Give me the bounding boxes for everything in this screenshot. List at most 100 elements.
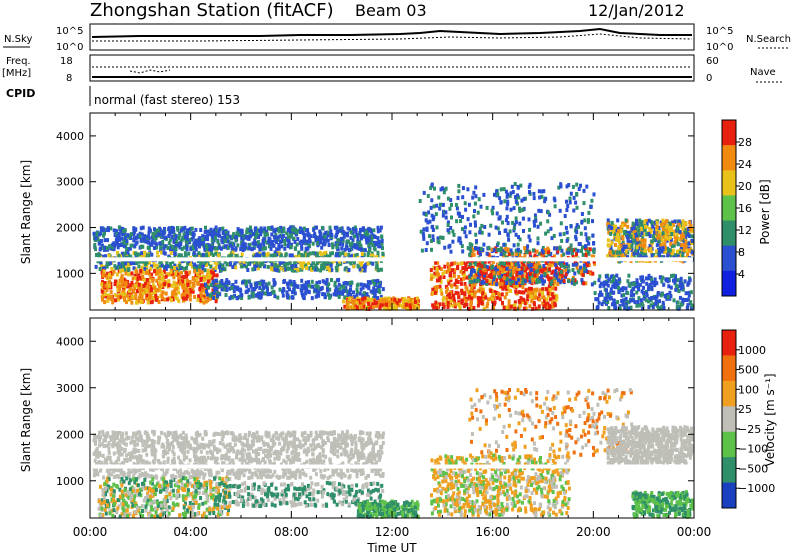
power-cell bbox=[304, 280, 308, 285]
power-cell bbox=[519, 296, 523, 301]
power-cell bbox=[105, 246, 109, 251]
power-cell bbox=[180, 281, 184, 286]
power-cell bbox=[272, 282, 276, 287]
power-cell bbox=[528, 279, 532, 284]
power-cell bbox=[252, 245, 256, 250]
power-cell bbox=[205, 275, 209, 280]
power-cell bbox=[459, 277, 463, 282]
power-cell bbox=[380, 297, 383, 302]
power-cell bbox=[209, 227, 213, 232]
power-cell bbox=[156, 233, 160, 238]
power-cell bbox=[160, 250, 163, 255]
power-cell bbox=[162, 246, 166, 251]
power-cell bbox=[188, 237, 192, 242]
power-cell bbox=[506, 276, 510, 281]
power-cell bbox=[482, 270, 486, 275]
power-cell bbox=[571, 268, 575, 272]
power-cell bbox=[620, 293, 624, 298]
power-cell bbox=[164, 235, 167, 240]
power-cell bbox=[660, 222, 663, 227]
power-cell bbox=[220, 238, 224, 243]
power-cell bbox=[213, 246, 217, 251]
power-cell bbox=[301, 231, 305, 236]
power-cell bbox=[558, 267, 562, 272]
power-cell bbox=[565, 270, 569, 275]
power-cell bbox=[679, 286, 683, 291]
power-cell bbox=[524, 288, 528, 293]
power-cell bbox=[127, 253, 131, 258]
power-cell bbox=[657, 241, 660, 246]
power-cell bbox=[132, 232, 136, 237]
power-cell bbox=[459, 281, 463, 286]
power-cell bbox=[150, 264, 154, 269]
power-cell bbox=[549, 297, 552, 302]
power-cell bbox=[665, 233, 669, 238]
power-cell bbox=[280, 229, 284, 234]
power-cell bbox=[199, 261, 203, 266]
power-cell bbox=[146, 300, 150, 305]
power-cell bbox=[535, 274, 539, 279]
power-cell bbox=[637, 233, 641, 237]
power-cell bbox=[550, 236, 554, 241]
power-cell bbox=[518, 237, 522, 242]
power-cell bbox=[447, 292, 451, 297]
power-cell bbox=[220, 280, 224, 285]
power-cell bbox=[672, 243, 676, 248]
power-cell bbox=[661, 300, 665, 305]
power-cell bbox=[545, 287, 548, 292]
power-cell bbox=[621, 247, 625, 252]
power-cell bbox=[256, 281, 260, 286]
power-cell bbox=[508, 229, 512, 234]
power-cell bbox=[583, 266, 587, 271]
power-cell bbox=[516, 242, 520, 247]
power-cell bbox=[210, 251, 214, 256]
power-cell bbox=[278, 234, 282, 239]
power-cell bbox=[584, 281, 588, 286]
power-cell bbox=[644, 252, 648, 257]
power-cell bbox=[384, 306, 388, 311]
power-cell bbox=[679, 276, 683, 281]
power-cell bbox=[164, 244, 168, 249]
power-cell bbox=[100, 282, 104, 287]
power-cell bbox=[610, 248, 614, 253]
power-cell bbox=[205, 244, 208, 249]
power-cell bbox=[557, 185, 561, 190]
power-cell bbox=[558, 275, 562, 280]
power-cell bbox=[326, 292, 330, 297]
power-cell bbox=[211, 279, 215, 284]
power-cell bbox=[626, 250, 630, 255]
power-cell bbox=[638, 282, 642, 287]
power-cell bbox=[172, 230, 176, 234]
power-cell bbox=[175, 239, 179, 244]
power-cell bbox=[193, 269, 197, 274]
power-cell bbox=[573, 278, 577, 283]
power-cell bbox=[517, 290, 521, 295]
power-cell bbox=[190, 237, 194, 242]
power-cell bbox=[648, 243, 652, 248]
power-cell bbox=[293, 283, 297, 288]
power-cell bbox=[458, 306, 462, 310]
power-cell bbox=[449, 301, 452, 306]
power-cell bbox=[273, 262, 277, 267]
power-cell bbox=[582, 270, 586, 275]
power-cell bbox=[624, 300, 628, 304]
nsearch-trace bbox=[92, 33, 693, 42]
power-cell bbox=[684, 291, 688, 296]
power-cell bbox=[350, 296, 354, 301]
power-cell bbox=[191, 246, 195, 251]
power-cell bbox=[639, 254, 643, 259]
power-cell bbox=[346, 306, 350, 311]
power-cell bbox=[628, 282, 632, 287]
power-cell bbox=[681, 232, 685, 237]
power-cell bbox=[515, 254, 519, 259]
power-cell bbox=[560, 238, 564, 243]
power-cell bbox=[120, 276, 124, 280]
power-cell bbox=[483, 264, 487, 269]
power-cell bbox=[623, 231, 627, 236]
power-cell bbox=[667, 248, 670, 253]
power-cell bbox=[167, 234, 171, 238]
power-cell bbox=[637, 287, 640, 292]
power-cell bbox=[626, 279, 630, 284]
power-cell bbox=[612, 298, 616, 303]
power-cell bbox=[678, 250, 681, 255]
